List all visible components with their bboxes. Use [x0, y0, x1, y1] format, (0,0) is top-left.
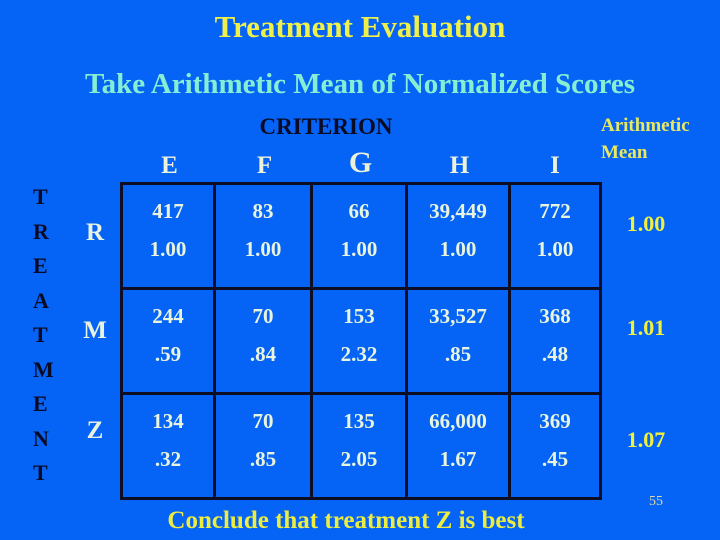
- cell-normalized-score: 1.00: [439, 237, 477, 261]
- criterion-axis-label: CRITERION: [259, 114, 393, 139]
- arithmetic-mean-column-label: Arithmetic Mean: [601, 115, 690, 163]
- cell-normalized-score: .85: [444, 342, 472, 366]
- table-cell-r-g: 66 1.00: [313, 185, 405, 287]
- treatment-axis-label: TREATMENT: [33, 184, 54, 485]
- cell-normalized-score: 1.00: [244, 237, 282, 261]
- slide-subtitle: Take Arithmetic Mean of Normalized Score…: [84, 68, 636, 100]
- table-cell-z-f: 70 .85: [216, 395, 310, 497]
- table-cell-r-f: 83 1.00: [216, 185, 310, 287]
- cell-value: 83: [252, 199, 274, 223]
- cell-normalized-score: 1.67: [439, 447, 477, 471]
- cell-value: 134: [152, 409, 184, 433]
- column-header-i: I: [550, 152, 560, 179]
- arithmetic-mean-value-z: 1.07: [626, 427, 666, 452]
- table-cell-z-i: 369 .45: [511, 395, 599, 497]
- cell-normalized-score: .45: [541, 447, 569, 471]
- cell-value: 417: [152, 199, 184, 223]
- cell-value: 369: [539, 409, 571, 433]
- table-cell-m-g: 153 2.32: [313, 290, 405, 392]
- column-header-e: E: [161, 152, 178, 179]
- table-cell-m-e: 244 .59: [123, 290, 213, 392]
- page-number: 55: [649, 494, 663, 509]
- column-header-h: H: [449, 152, 470, 179]
- table-cell-m-f: 70 .84: [216, 290, 310, 392]
- criterion-column-headers: E F G H I: [123, 144, 599, 180]
- cell-value: 772: [539, 199, 571, 223]
- cell-normalized-score: .59: [154, 342, 182, 366]
- table-cell-m-i: 368 .48: [511, 290, 599, 392]
- cell-normalized-score: .85: [249, 447, 277, 471]
- cell-normalized-score: 1.00: [536, 237, 574, 261]
- cell-value: 70: [252, 304, 274, 328]
- table-cell-r-i: 772 1.00: [511, 185, 599, 287]
- cell-value: 70: [252, 409, 274, 433]
- cell-value: 66,000: [429, 409, 487, 433]
- table-cell-z-g: 135 2.05: [313, 395, 405, 497]
- cell-normalized-score: 1.00: [340, 237, 378, 261]
- arithmetic-mean-value-m: 1.01: [626, 315, 666, 340]
- conclusion-text: Conclude that treatment Z is best: [167, 507, 525, 534]
- cell-normalized-score: .84: [249, 342, 277, 366]
- cell-normalized-score: 2.32: [340, 342, 378, 366]
- column-header-f: F: [256, 152, 273, 179]
- cell-value: 244: [152, 304, 184, 328]
- cell-value: 368: [539, 304, 571, 328]
- arithmetic-mean-value-r: 1.00: [626, 211, 666, 236]
- cell-value: 135: [343, 409, 375, 433]
- column-header-g: G: [348, 146, 373, 179]
- table-cell-z-e: 134 .32: [123, 395, 213, 497]
- cell-normalized-score: 2.05: [340, 447, 378, 471]
- cell-normalized-score: .32: [154, 447, 182, 471]
- row-label-m: M: [83, 317, 107, 344]
- table-cell-m-h: 33,527 .85: [408, 290, 508, 392]
- cell-normalized-score: .48: [541, 342, 569, 366]
- table-cell-r-e: 417 1.00: [123, 185, 213, 287]
- cell-value: 66: [348, 199, 370, 223]
- cell-value: 39,449: [429, 199, 487, 223]
- cell-normalized-score: 1.00: [149, 237, 187, 261]
- row-label-r: R: [85, 219, 105, 246]
- table-cell-r-h: 39,449 1.00: [408, 185, 508, 287]
- cell-value: 33,527: [429, 304, 487, 328]
- slide-title: Treatment Evaluation: [214, 9, 506, 44]
- cell-value: 153: [343, 304, 375, 328]
- row-label-z: Z: [86, 417, 104, 444]
- scores-table: 417 1.00 83 1.00 66 1.00 39,449 1.00 772…: [120, 182, 602, 500]
- table-cell-z-h: 66,000 1.67: [408, 395, 508, 497]
